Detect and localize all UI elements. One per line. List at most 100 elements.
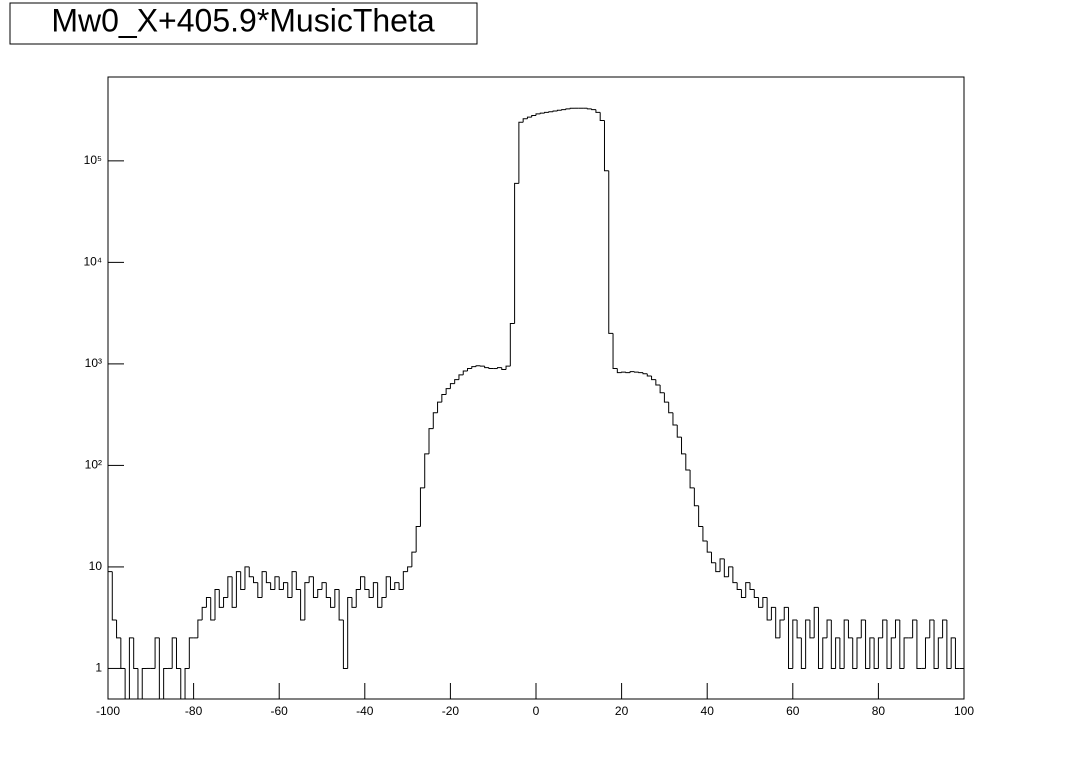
histogram-bin <box>823 638 827 669</box>
histogram-bin <box>831 620 835 668</box>
histogram-bin <box>891 638 895 669</box>
histogram-bin <box>463 371 467 375</box>
histogram-bin <box>878 638 882 669</box>
histogram-bin <box>874 638 878 669</box>
histogram-bin <box>853 638 857 669</box>
histogram-bin <box>176 638 180 669</box>
histogram-bin <box>527 117 531 119</box>
histogram-bin <box>189 638 193 669</box>
histogram-bin <box>896 620 900 638</box>
histogram-bin <box>502 368 506 370</box>
x-tick-label: -60 <box>271 704 289 718</box>
histogram-bin <box>305 583 309 620</box>
histogram-bin <box>408 567 412 572</box>
y-tick-label: 10² <box>85 458 102 472</box>
histogram-bin <box>810 620 814 638</box>
histogram-bin <box>138 668 142 699</box>
histogram-bin <box>339 589 343 620</box>
histogram-bin <box>553 111 557 112</box>
histogram-bin <box>900 620 904 668</box>
histogram-bin <box>202 607 206 620</box>
histogram-bin <box>617 369 621 373</box>
y-tick-label: 1 <box>95 661 102 675</box>
histogram-bin <box>960 668 964 699</box>
y-tick-label: 10 <box>89 559 103 573</box>
histogram-bin <box>943 620 947 638</box>
histogram-bin <box>570 108 574 109</box>
histogram-bin <box>844 620 848 668</box>
histogram-bin <box>720 559 724 572</box>
histogram-bin <box>549 112 553 113</box>
histogram-bin <box>814 607 818 638</box>
histogram-bin <box>142 668 146 699</box>
histogram-bin <box>275 577 279 590</box>
histogram-bin <box>433 413 437 429</box>
histogram-bin <box>887 620 891 668</box>
histogram-bin <box>121 638 125 669</box>
histogram-bin <box>446 389 450 395</box>
histogram-bin <box>562 110 566 111</box>
x-tick-label: -100 <box>96 704 120 718</box>
histogram-bin <box>254 577 258 583</box>
histogram-bin <box>395 583 399 590</box>
histogram-bin <box>420 488 424 527</box>
histogram-bin <box>348 597 352 668</box>
histogram-bin <box>686 454 690 470</box>
histogram-bin <box>438 402 442 413</box>
histogram-bin <box>399 583 403 590</box>
histogram-bin <box>682 437 686 454</box>
histogram-bin <box>626 372 630 373</box>
histogram-bin <box>836 638 840 669</box>
histogram-bin <box>729 567 733 577</box>
histogram-bin <box>848 620 852 638</box>
histogram-bin <box>322 583 326 590</box>
histogram-bin <box>609 171 613 334</box>
x-tick-label: 20 <box>615 704 629 718</box>
histogram-bin <box>416 527 420 553</box>
histogram-bin <box>318 589 322 597</box>
histogram-bin <box>313 577 317 598</box>
x-tick-label: -80 <box>185 704 203 718</box>
histogram-bin <box>647 374 651 376</box>
histogram-bin <box>236 572 240 608</box>
histogram-bin <box>211 597 215 620</box>
histogram-bin <box>690 470 694 488</box>
histogram-bin <box>797 620 801 638</box>
histogram-bin <box>545 112 549 113</box>
histogram-bin <box>390 577 394 590</box>
histogram-bin <box>442 394 446 402</box>
histogram-bin <box>677 425 681 437</box>
histogram-bin <box>707 541 711 552</box>
histogram-bin <box>746 583 750 598</box>
histogram-bin <box>386 577 390 598</box>
histogram-bin <box>913 620 917 638</box>
histogram-bin <box>125 668 129 699</box>
histogram-bin <box>737 583 741 590</box>
histogram-bin <box>159 638 163 699</box>
histogram-bin <box>112 572 116 620</box>
histogram-bin <box>806 620 810 668</box>
histogram-bin <box>472 367 476 369</box>
x-tick-label: 40 <box>701 704 715 718</box>
histogram-bin <box>857 638 861 669</box>
histogram-bin <box>476 366 480 367</box>
y-tick-label: 10⁵ <box>84 153 102 167</box>
histogram-bin <box>249 567 253 577</box>
histogram-bin <box>652 376 656 380</box>
histogram-bin <box>604 120 608 170</box>
histogram-bin <box>917 620 921 668</box>
histogram-bin <box>883 620 887 638</box>
histogram-bin <box>279 577 283 590</box>
histogram-bin <box>622 372 626 373</box>
histogram-bin <box>861 620 865 638</box>
y-tick-label: 10⁴ <box>83 255 102 269</box>
histogram-bin <box>660 385 664 393</box>
histogram-bin <box>343 620 347 668</box>
histogram-bin <box>793 620 797 668</box>
histogram-bin <box>789 607 793 668</box>
histogram-bin <box>741 589 745 597</box>
histogram-bin <box>224 597 228 607</box>
histogram-bin <box>331 597 335 607</box>
x-tick-label: 100 <box>954 704 974 718</box>
histogram-bin <box>425 454 429 488</box>
